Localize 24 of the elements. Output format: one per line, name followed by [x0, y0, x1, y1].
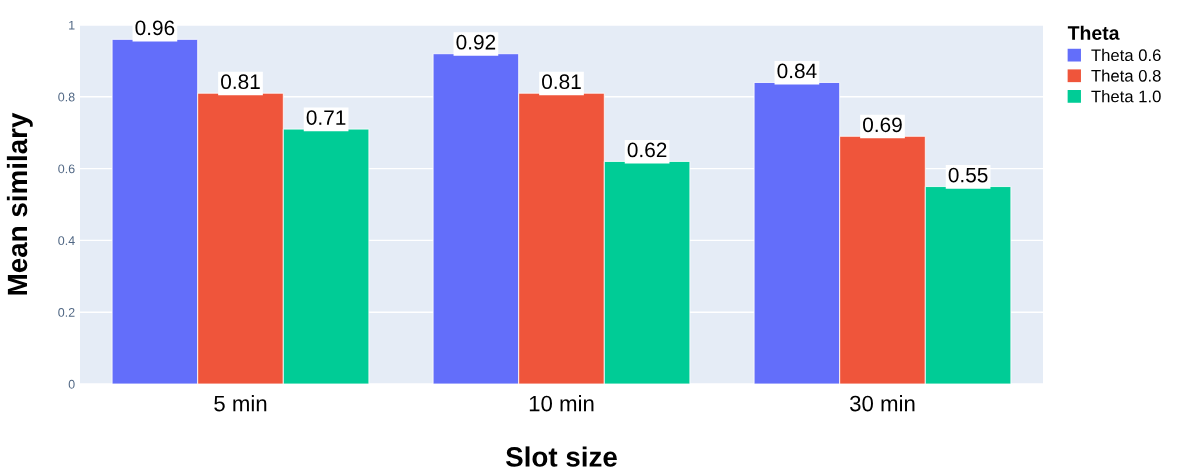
x-tick-label: 10 min — [529, 395, 594, 412]
data-label: 0.69 — [863, 117, 902, 133]
y-tick-label: 0.2 — [58, 308, 75, 317]
data-label: 0.71 — [306, 110, 346, 125]
y-tick-label: 0.4 — [58, 236, 75, 246]
data-label: 0.84 — [777, 63, 817, 79]
legend-title: Theta — [1067, 25, 1120, 40]
y-tick-label: 1 — [69, 20, 75, 30]
y-tick-label: 0 — [68, 379, 75, 389]
data-label: 0.62 — [627, 142, 667, 158]
data-label: 0.81 — [221, 74, 260, 90]
legend-label: Theta 0.8 — [1091, 69, 1161, 82]
legend-label: Theta 1.0 — [1091, 90, 1161, 103]
data-label: 0.96 — [135, 20, 175, 36]
legend-label: Theta 0.6 — [1091, 48, 1161, 62]
x-axis-title: Slot size — [505, 446, 617, 467]
data-label: 0.92 — [456, 34, 496, 50]
data-label: 0.55 — [948, 167, 988, 183]
x-tick-label: 5 min — [214, 395, 267, 412]
y-axis-title: Mean similary — [6, 112, 33, 295]
y-tick-label: 0.6 — [58, 164, 75, 174]
y-tick-label: 0.8 — [58, 92, 75, 102]
data-label: 0.81 — [542, 74, 581, 90]
x-tick-label: 30 min — [850, 395, 915, 412]
